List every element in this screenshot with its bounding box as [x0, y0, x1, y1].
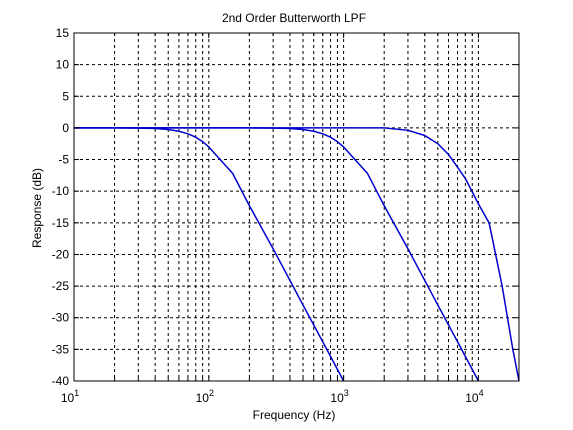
- y-tick-label: 5: [62, 89, 69, 103]
- series-layer: [74, 127, 520, 382]
- x-tick-label-exponent: 2: [209, 388, 214, 398]
- y-tick-label: -30: [52, 311, 70, 325]
- x-tick-label-base: 10: [465, 391, 479, 405]
- y-tick-label: 15: [56, 26, 70, 40]
- x-tick-label-exponent: 1: [74, 388, 79, 398]
- y-axis-label: Response (dB): [30, 168, 44, 248]
- x-tick-label-base: 10: [196, 391, 210, 405]
- x-tick-label: 103: [330, 388, 348, 405]
- y-tick-label: 10: [56, 58, 70, 72]
- x-tick-label-exponent: 3: [344, 388, 349, 398]
- x-axis-label: Frequency (Hz): [253, 408, 336, 422]
- plot-frame: [73, 32, 520, 382]
- x-tick-label-base: 10: [61, 391, 75, 405]
- x-tick-label-exponent: 4: [479, 388, 484, 398]
- series-line-3: [74, 127, 520, 382]
- y-tick-label: -10: [52, 184, 70, 198]
- y-tick-label: -35: [52, 342, 70, 356]
- chart-title: 2nd Order Butterworth LPF: [222, 11, 366, 25]
- y-tick-label: -15: [52, 216, 70, 230]
- y-tick-label: -25: [52, 279, 70, 293]
- y-tick-label: -40: [52, 374, 70, 388]
- y-tick-label: -5: [58, 153, 69, 167]
- x-tick-label: 101: [61, 388, 79, 405]
- x-tick-label: 102: [196, 388, 214, 405]
- y-tick-label: 0: [62, 121, 69, 135]
- y-tick-label: -20: [52, 247, 70, 261]
- x-tick-label: 104: [465, 388, 483, 405]
- x-tick-label-base: 10: [330, 391, 344, 405]
